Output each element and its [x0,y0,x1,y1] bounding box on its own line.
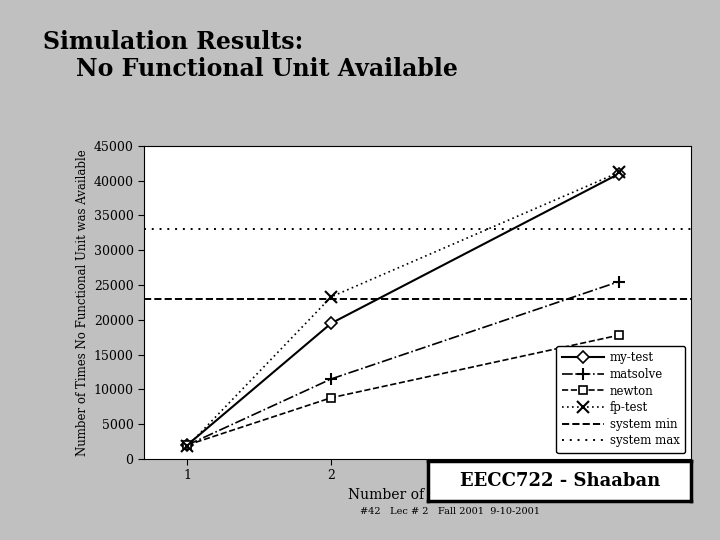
Text: #42   Lec # 2   Fall 2001  9-10-2001: #42 Lec # 2 Fall 2001 9-10-2001 [360,507,540,516]
matsolve [615,278,624,285]
Line: newton: newton [183,331,624,449]
newton [615,332,624,339]
Line: my-test: my-test [183,170,624,449]
system max [39,226,48,233]
my-test [615,171,624,177]
fp-test [183,443,192,450]
Text: Simulation Results:: Simulation Results: [43,30,303,53]
Line: matsolve: matsolve [181,276,625,451]
X-axis label: Number of Threads: Number of Threads [348,488,487,502]
system min [183,296,192,302]
matsolve [183,442,192,448]
system max [183,226,192,233]
newton [183,442,192,448]
newton [327,395,336,401]
fp-test [615,169,624,176]
my-test [327,320,336,327]
Legend: my-test, matsolve, newton, fp-test, system min, system max: my-test, matsolve, newton, fp-test, syst… [557,346,685,453]
fp-test [327,294,336,300]
matsolve [327,376,336,382]
system min [39,296,48,302]
Y-axis label: Number of Times No Functional Unit was Available: Number of Times No Functional Unit was A… [76,149,89,456]
Text: EECC722 - Shaaban: EECC722 - Shaaban [459,472,660,490]
Text: No Functional Unit Available: No Functional Unit Available [43,57,458,80]
my-test [183,442,192,448]
Line: fp-test: fp-test [181,167,625,452]
